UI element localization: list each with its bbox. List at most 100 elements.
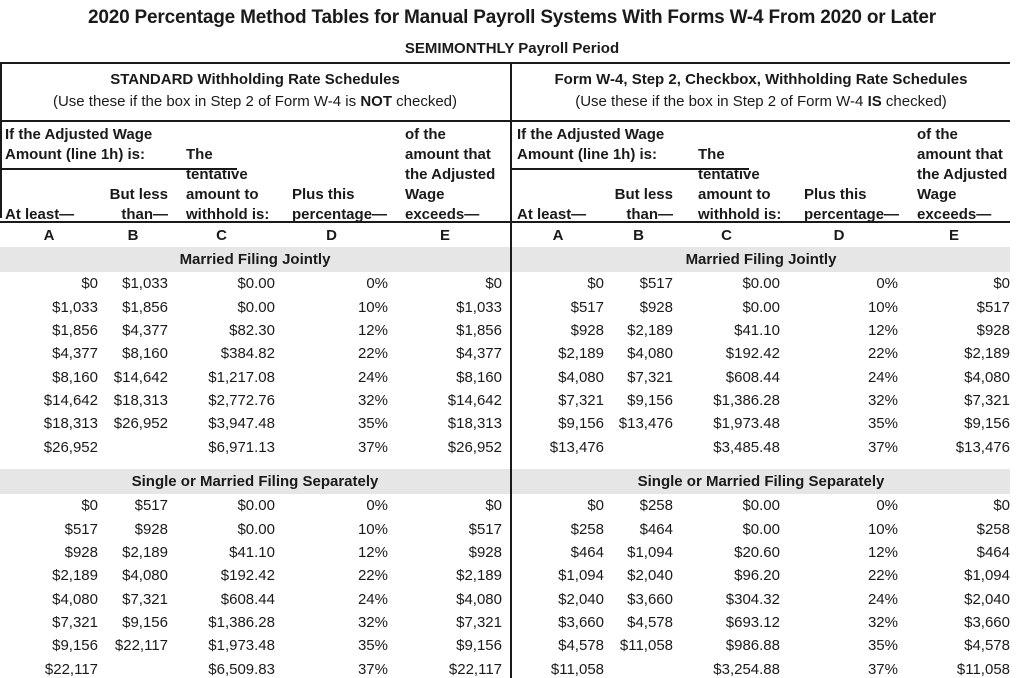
table-cell: $4,080 [627, 345, 673, 363]
table-cell: $11,058 [619, 637, 673, 655]
table-cell: $2,189 [627, 321, 673, 339]
table-cell: $4,080 [456, 590, 502, 608]
table-row: $0 $258 $0.00 0% $0 [512, 494, 1010, 517]
table-row: $1,033 $1,856 $0.00 10% $1,033 [0, 295, 510, 318]
table-cell: $1,386.28 [208, 614, 275, 632]
table-cell: $1,094 [627, 543, 673, 561]
table-cell: 35% [357, 415, 388, 433]
table-row: $928 $2,189 $41.10 12% $928 [0, 541, 510, 564]
table-cell: $13,476 [549, 438, 604, 456]
table-cell: $1,973.48 [208, 637, 275, 655]
table-cell: $4,377 [52, 345, 98, 363]
table-cell: 37% [357, 660, 388, 678]
table-cell: $0 [485, 497, 502, 515]
table-cell: $0 [587, 275, 604, 293]
table-row: $0 $517 $0.00 0% $0 [512, 272, 1010, 295]
table-cell: 0% [366, 497, 388, 515]
table-cell: $928 [134, 520, 168, 538]
wage-header-line2: Amount (line 1h) is: [5, 146, 145, 163]
table-cell: $3,660 [627, 590, 673, 608]
plus-percentage-header: Plus this percentage— [292, 186, 388, 223]
table-cell: $18,313 [113, 392, 168, 410]
center-divider-rule [510, 64, 512, 678]
table-row: $14,642 $18,313 $2,772.76 32% $14,642 [0, 389, 510, 412]
table-cell: $3,660 [558, 614, 604, 632]
table-cell: $4,578 [964, 637, 1010, 655]
table-cell: 35% [867, 415, 898, 433]
table-cell: $1,094 [558, 567, 604, 585]
table-cell: 10% [357, 298, 388, 316]
table-cell: $517 [570, 298, 604, 316]
column-headers: If the Adjusted Wage Amount (line 1h) is… [0, 122, 510, 223]
table-cell: 10% [357, 520, 388, 538]
table-row: $2,040 $3,660 $304.32 24% $2,040 [512, 588, 1010, 611]
page-title: 2020 Percentage Method Tables for Manual… [88, 7, 936, 28]
table-row: $3,660 $4,578 $693.12 32% $3,660 [512, 611, 1010, 634]
table-cell: 12% [867, 543, 898, 561]
checkbox-schedule-sections: Married Filing Jointly $0 $517 $0.00 0% $0 $51… [512, 247, 1010, 678]
table-cell: $2,772.76 [208, 392, 275, 410]
column-letter-c: C [721, 226, 732, 244]
column-letter-d: D [833, 226, 845, 244]
left-rule [0, 64, 2, 218]
table-cell: $2,189 [52, 567, 98, 585]
column-letter-row: A B C D E [0, 223, 510, 247]
table-cell: $22,117 [448, 660, 502, 678]
table-cell: 22% [867, 567, 898, 585]
table-cell: $41.10 [734, 321, 780, 339]
table-row: $22,117 $6,509.83 37% $22,117 [0, 658, 510, 678]
column-letter-b: B [127, 226, 139, 244]
table-cell: 24% [867, 368, 898, 386]
adjusted-wage-header: If the Adjusted Wage Amount (line 1h) is… [517, 125, 664, 165]
table-cell: $0.00 [237, 298, 275, 316]
column-letter-e: E [439, 226, 450, 244]
table-cell: $0 [81, 497, 98, 515]
table-row: $0 $1,033 $0.00 0% $0 [0, 272, 510, 295]
table-cell: 32% [357, 392, 388, 410]
table-cell: $11,058 [956, 660, 1010, 678]
table-cell: $4,080 [122, 567, 168, 585]
table-cell: $8,160 [122, 345, 168, 363]
table-cell: $693.12 [725, 614, 780, 632]
table-cell: 37% [357, 438, 388, 456]
section-rows: $0 $517 $0.00 0% $0 $517 $928 $0.00 10% $517 $928 $… [0, 494, 510, 678]
at-least-header: At least— [5, 206, 75, 223]
table-cell: $517 [134, 497, 168, 515]
table-cell: $4,578 [627, 614, 673, 632]
column-letter-b: B [633, 226, 644, 244]
table-cell: $2,189 [456, 567, 502, 585]
table-cell: $11,058 [550, 660, 604, 678]
table-cell: $13,476 [955, 438, 1010, 456]
table-row: $4,377 $8,160 $384.82 22% $4,377 [0, 342, 510, 365]
table-cell: 10% [867, 298, 898, 316]
table-cell: 22% [867, 345, 898, 363]
table-cell: $1,033 [122, 275, 168, 293]
table-cell: 0% [366, 275, 388, 293]
table-cell: $384.82 [220, 345, 275, 363]
table-cell: $2,040 [558, 590, 604, 608]
table-cell: $0 [81, 275, 98, 293]
table-cell: $7,321 [964, 392, 1010, 410]
tentative-amount-header: The tentative amount to withhold is: [698, 146, 782, 223]
wage-header-underline [0, 168, 237, 170]
table-cell: $258 [570, 520, 604, 538]
table-cell: $26,952 [43, 438, 98, 456]
schedule-title: Form W-4, Step 2, Checkbox, Withholding … [554, 71, 968, 88]
payroll-period-subtitle: SEMIMONTHLY Payroll Period [404, 40, 620, 57]
table-cell: $304.32 [725, 590, 780, 608]
standard-schedule-table: STANDARD Withholding Rate Schedules (Use… [0, 64, 510, 678]
wage-header-underline [512, 168, 749, 170]
table-cell: $1,386.28 [713, 392, 780, 410]
usage-note-bold: IS [867, 93, 882, 110]
table-cell: 37% [867, 660, 898, 678]
table-cell: $9,156 [456, 637, 502, 655]
table-cell: $7,321 [122, 590, 168, 608]
table-cell: $41.10 [229, 543, 275, 561]
table-cell: $14,642 [447, 392, 502, 410]
table-cell: $608.44 [725, 368, 780, 386]
table-cell: 12% [867, 321, 898, 339]
table-row: $2,189 $4,080 $192.42 22% $2,189 [512, 342, 1010, 365]
table-row: $517 $928 $0.00 10% $517 [512, 295, 1010, 318]
table-cell: $26,952 [447, 438, 502, 456]
table-cell: 32% [867, 614, 898, 632]
